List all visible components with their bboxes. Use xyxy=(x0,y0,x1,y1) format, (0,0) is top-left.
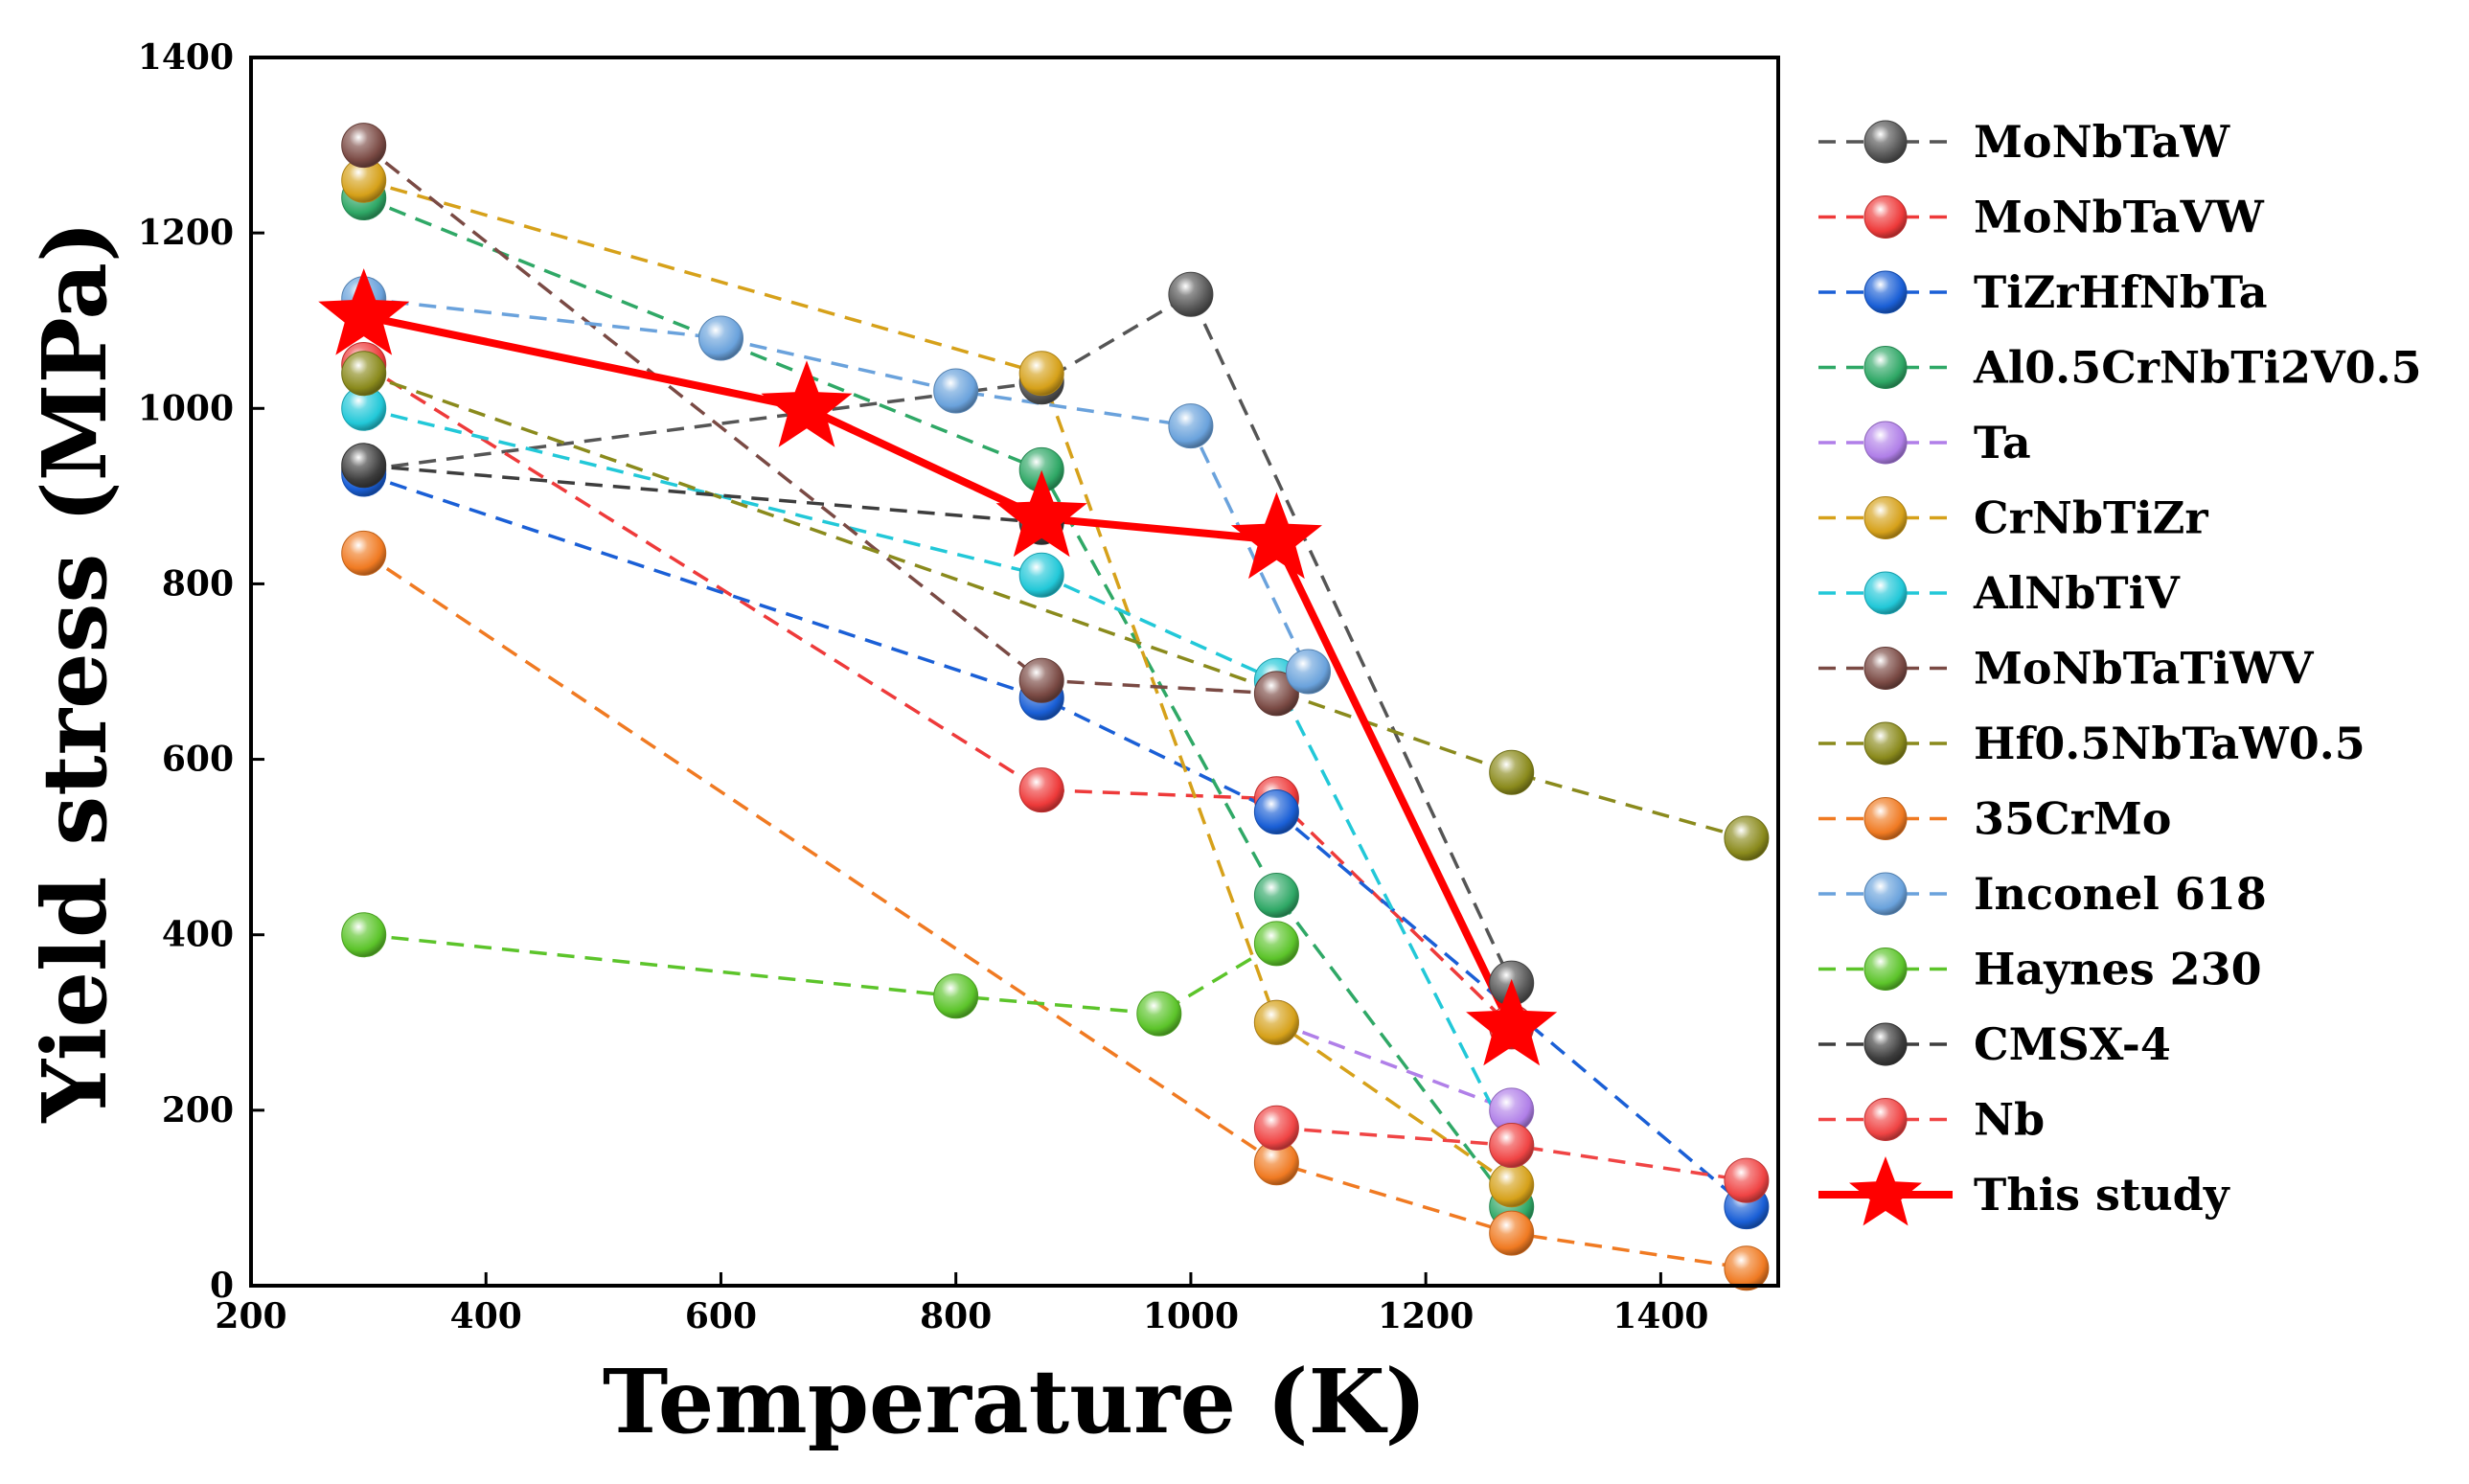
y-tick-label: 1200 xyxy=(138,213,234,253)
x-axis-title: Temperature (K) xyxy=(603,1350,1427,1453)
data-point-35crmo-0 xyxy=(341,530,387,576)
legend-label-alnbtiv: AlNbTiV xyxy=(1973,567,2181,619)
data-point-monbtavw-1 xyxy=(1018,767,1064,813)
y-axis-title: Yield stress (MPa) xyxy=(23,221,126,1124)
data-point-haynes-230-3 xyxy=(1253,921,1299,967)
data-point-inconel-618-2 xyxy=(933,368,979,414)
data-point-monbtatiwv-2 xyxy=(1253,671,1299,717)
legend-label-crnbtizr: CrNbTiZr xyxy=(1974,492,2208,544)
data-point-haynes-230-2 xyxy=(1136,991,1182,1037)
legend-marker-monbtaw xyxy=(1863,120,1908,164)
legend-label-hf0-5nbtaw0-5: Hf0.5NbTaW0.5 xyxy=(1974,718,2366,769)
data-point-monbtatiwv-1 xyxy=(1018,657,1064,703)
data-point-inconel-618-3 xyxy=(1168,403,1214,449)
legend-marker-inconel-618 xyxy=(1863,872,1908,916)
legend-marker-al0-5crnbti2v0-5 xyxy=(1863,346,1908,389)
legend-marker-ta xyxy=(1863,421,1908,465)
legend-marker-alnbtiv xyxy=(1863,571,1908,615)
legend-label-35crmo: 35CrMo xyxy=(1974,793,2171,845)
axis-ticks: 200 400 600 800 1000 1200 14000200400600800100… xyxy=(138,37,1709,1336)
data-point-cmsx-4-0 xyxy=(341,443,387,489)
legend: MoNbTaW MoNbTaVW TiZrHfNbTa Al0.5CrNbTi2V0.… xyxy=(1818,116,2422,1226)
data-point-this-study-3 xyxy=(1230,491,1322,580)
legend-label-inconel-618: Inconel 618 xyxy=(1974,868,2267,920)
y-tick-label: 600 xyxy=(162,740,234,780)
legend-label-tizrhfnbta: TiZrHfNbTa xyxy=(1974,266,2268,318)
legend-label-al0-5crnbti2v0-5: Al0.5CrNbTi2V0.5 xyxy=(1973,342,2422,394)
y-tick-label: 1000 xyxy=(138,388,234,428)
series-line-ta xyxy=(1275,1020,1513,1112)
series-line-monbtavw xyxy=(362,363,1513,1029)
data-point-nb-0 xyxy=(1253,1105,1299,1151)
series-line-hf0-5nbtaw0-5 xyxy=(363,372,1748,840)
y-tick-label: 0 xyxy=(210,1266,234,1306)
data-point-inconel-618-4 xyxy=(1286,649,1331,695)
legend-label-monbtaw: MoNbTaW xyxy=(1974,116,2230,168)
data-point-monbtaw-2 xyxy=(1168,271,1214,317)
data-point-alnbtiv-1 xyxy=(1018,552,1064,598)
legend-marker-nb xyxy=(1863,1098,1908,1141)
x-tick-label: 1400 xyxy=(1612,1296,1708,1336)
data-point-35crmo-2 xyxy=(1489,1210,1535,1256)
legend-marker-35crmo xyxy=(1863,797,1908,840)
legend-marker-this-study xyxy=(1849,1156,1922,1226)
legend-marker-monbtavw xyxy=(1863,195,1908,239)
data-point-hf0-5nbtaw0-5-1 xyxy=(1489,749,1535,795)
series-line-35crmo xyxy=(362,551,1748,1270)
y-tick-label: 800 xyxy=(162,563,234,604)
x-tick-label: 600 xyxy=(685,1296,757,1336)
data-point-this-study-0 xyxy=(318,268,410,355)
legend-marker-tizrhfnbta xyxy=(1863,270,1908,314)
data-point-hf0-5nbtaw0-5-0 xyxy=(341,351,387,397)
plot-frame xyxy=(249,56,1780,1288)
data-point-haynes-230-1 xyxy=(933,973,979,1019)
legend-marker-crnbtizr xyxy=(1863,496,1908,539)
data-point-crnbtizr-1 xyxy=(1018,351,1064,397)
x-tick-label: 1200 xyxy=(1378,1296,1474,1336)
series-line-monbtaw xyxy=(363,291,1514,984)
data-point-nb-1 xyxy=(1489,1123,1535,1168)
data-point-al0-5crnbti2v0-5-2 xyxy=(1253,873,1299,918)
x-tick-label: 200 xyxy=(215,1296,286,1336)
y-tick-label: 400 xyxy=(162,915,234,955)
data-point-nb-2 xyxy=(1724,1157,1770,1203)
legend-label-nb: Nb xyxy=(1974,1094,2045,1146)
legend-marker-monbtatiwv xyxy=(1863,647,1908,690)
data-point-crnbtizr-3 xyxy=(1489,1162,1535,1208)
data-point-this-study-1 xyxy=(761,360,853,447)
x-tick-label: 1000 xyxy=(1143,1296,1239,1336)
data-point-hf0-5nbtaw0-5-2 xyxy=(1724,815,1770,861)
series-line-alnbtiv xyxy=(363,406,1514,1147)
data-point-35crmo-3 xyxy=(1724,1245,1770,1291)
legend-label-ta: Ta xyxy=(1974,417,2031,468)
series-line-cmsx-4 xyxy=(363,464,1042,525)
data-point-inconel-618-1 xyxy=(698,315,743,361)
legend-label-monbtavw: MoNbTaVW xyxy=(1974,192,2265,243)
legend-label-haynes-230: Haynes 230 xyxy=(1974,944,2262,995)
x-tick-label: 400 xyxy=(450,1296,522,1336)
legend-marker-hf0-5nbtaw0-5 xyxy=(1863,721,1908,765)
y-tick-label: 1400 xyxy=(138,37,234,78)
x-tick-label: 800 xyxy=(920,1296,992,1336)
y-tick-label: 200 xyxy=(162,1090,234,1130)
legend-marker-haynes-230 xyxy=(1863,947,1908,991)
data-point-haynes-230-0 xyxy=(341,912,387,958)
legend-label-monbtatiwv: MoNbTaTiWV xyxy=(1974,643,2315,695)
data-point-this-study-4 xyxy=(1466,978,1558,1066)
data-point-this-study-2 xyxy=(995,469,1087,558)
series-line-crnbtizr xyxy=(363,178,1513,1187)
data-point-crnbtizr-2 xyxy=(1253,999,1299,1045)
data-point-tizrhfnbta-2 xyxy=(1253,789,1299,834)
series-markers xyxy=(318,123,1770,1291)
data-point-monbtatiwv-0 xyxy=(341,123,387,169)
legend-label-this-study: This study xyxy=(1974,1169,2230,1221)
legend-label-cmsx-4: CMSX-4 xyxy=(1974,1018,2171,1070)
legend-marker-cmsx-4 xyxy=(1863,1022,1908,1066)
series-line-haynes-230 xyxy=(363,932,1278,1016)
